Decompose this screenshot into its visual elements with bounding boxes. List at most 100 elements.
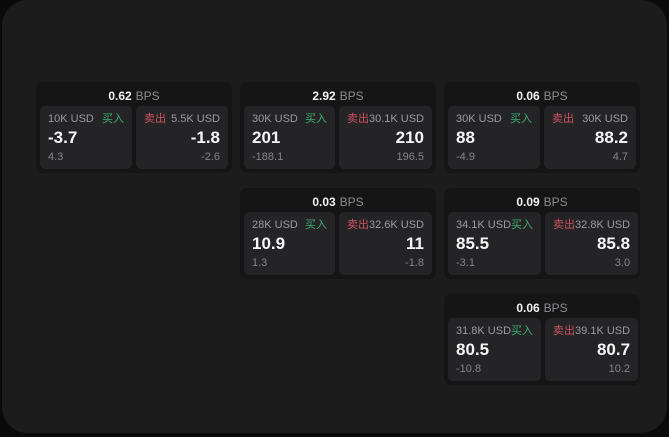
sell-price: 210 <box>395 128 424 147</box>
sell-tile[interactable]: 卖出 32.8K USD 85.8 3.0 <box>545 212 639 275</box>
buy-tile[interactable]: 10K USD 买入 -3.7 4.3 <box>40 106 132 169</box>
buy-tile-header: 10K USD 买入 <box>48 113 124 126</box>
sell-side-label: 卖出 <box>144 113 166 125</box>
buy-tile-header: 31.8K USD 买入 <box>456 325 533 338</box>
spread-unit: BPS <box>135 89 160 103</box>
sell-tile[interactable]: 卖出 30K USD 88.2 4.7 <box>544 106 636 169</box>
sell-delta: 3.0 <box>614 257 631 269</box>
buy-price: 85.5 <box>456 234 490 253</box>
spread-unit: BPS <box>543 195 568 209</box>
quote-body: 31.8K USD 买入 80.5 -10.8 卖出 39.1K USD 80.… <box>448 318 639 381</box>
quotes-grid: 0.62 BPS 10K USD 买入 -3.7 4.3 卖出 5.5K USD <box>36 82 640 385</box>
sell-size: 30.1K USD <box>368 113 424 125</box>
sell-side-label: 卖出 <box>552 113 574 125</box>
quote-body: 30K USD 买入 201 -188.1 卖出 30.1K USD 210 1… <box>244 106 432 169</box>
sell-tile[interactable]: 卖出 39.1K USD 80.7 10.2 <box>545 318 639 381</box>
buy-tile[interactable]: 30K USD 买入 88 -4.9 <box>448 106 540 169</box>
sell-delta: 4.7 <box>612 151 628 163</box>
sell-side-label: 卖出 <box>346 219 369 231</box>
quote-body: 10K USD 买入 -3.7 4.3 卖出 5.5K USD -1.8 -2.… <box>40 106 228 169</box>
sell-delta: 10.2 <box>608 363 631 375</box>
buy-price: 10.9 <box>252 234 286 253</box>
sell-side-label: 卖出 <box>553 219 576 231</box>
sell-price: -1.8 <box>190 128 220 147</box>
buy-delta: 1.3 <box>252 257 268 269</box>
quote-body: 34.1K USD 买入 85.5 -3.1 卖出 32.8K USD 85.8… <box>448 212 639 275</box>
sell-tile[interactable]: 卖出 30.1K USD 210 196.5 <box>338 106 432 169</box>
spread-header: 0.62 BPS <box>40 86 228 106</box>
sell-size: 39.1K USD <box>575 325 631 337</box>
buy-size: 30K USD <box>252 113 298 125</box>
buy-side-label: 买入 <box>304 113 327 125</box>
buy-size: 28K USD <box>252 219 298 231</box>
sell-price: 85.8 <box>596 234 631 253</box>
quote-card: 0.06 BPS 31.8K USD 买入 80.5 -10.8 卖出 39.1K… <box>444 294 640 385</box>
spread-header: 0.03 BPS <box>244 192 432 212</box>
sell-tile[interactable]: 卖出 5.5K USD -1.8 -2.6 <box>136 106 228 169</box>
sell-tile-header: 卖出 39.1K USD <box>553 325 630 338</box>
quote-card: 0.62 BPS 10K USD 买入 -3.7 4.3 卖出 5.5K USD <box>36 82 232 173</box>
sell-side-label: 卖出 <box>346 113 369 125</box>
buy-tile-header: 30K USD 买入 <box>456 113 532 126</box>
buy-side-label: 买入 <box>511 219 534 231</box>
buy-side-label: 买入 <box>304 219 327 231</box>
sell-side-label: 卖出 <box>553 325 576 337</box>
buy-side-label: 买入 <box>510 113 532 125</box>
sell-tile-header: 卖出 30.1K USD <box>347 113 424 126</box>
sell-size: 32.8K USD <box>575 219 631 231</box>
buy-size: 30K USD <box>456 113 502 125</box>
buy-price: -3.7 <box>48 128 78 147</box>
buy-price: 80.5 <box>456 340 490 359</box>
buy-size: 34.1K USD <box>456 219 512 231</box>
buy-tile[interactable]: 31.8K USD 买入 80.5 -10.8 <box>448 318 542 381</box>
sell-delta: -2.6 <box>201 151 220 163</box>
quote-body: 30K USD 买入 88 -4.9 卖出 30K USD 88.2 4.7 <box>448 106 636 169</box>
spread-header: 2.92 BPS <box>244 86 432 106</box>
buy-delta: 4.3 <box>48 151 64 163</box>
buy-delta: -188.1 <box>252 151 284 163</box>
spread-header: 0.06 BPS <box>448 86 636 106</box>
quote-card: 0.03 BPS 28K USD 买入 10.9 1.3 卖出 32.6K USD <box>240 188 436 279</box>
sell-size: 30K USD <box>582 113 628 125</box>
buy-tile[interactable]: 34.1K USD 买入 85.5 -3.1 <box>448 212 542 275</box>
buy-delta: -3.1 <box>456 257 475 269</box>
sell-tile-header: 卖出 32.8K USD <box>553 219 630 232</box>
quote-card: 2.92 BPS 30K USD 买入 201 -188.1 卖出 30.1K U… <box>240 82 436 173</box>
sell-tile-header: 卖出 32.6K USD <box>347 219 424 232</box>
spread-header: 0.09 BPS <box>448 192 636 212</box>
sell-price: 11 <box>406 234 424 253</box>
spread-header: 0.06 BPS <box>448 298 636 318</box>
sell-tile[interactable]: 卖出 32.6K USD 11 -1.8 <box>338 212 432 275</box>
buy-tile-header: 34.1K USD 买入 <box>456 219 533 232</box>
spread-unit: BPS <box>543 89 568 103</box>
buy-tile-header: 28K USD 买入 <box>252 219 327 232</box>
spread-unit: BPS <box>339 89 364 103</box>
buy-size: 31.8K USD <box>456 325 512 337</box>
spread-value: 0.06 <box>516 89 540 103</box>
spread-value: 2.92 <box>312 89 336 103</box>
buy-side-label: 买入 <box>511 325 534 337</box>
sell-price: 88.2 <box>594 128 628 147</box>
spread-value: 0.62 <box>108 89 132 103</box>
spread-unit: BPS <box>339 195 364 209</box>
buy-tile[interactable]: 30K USD 买入 201 -188.1 <box>244 106 335 169</box>
buy-price: 88 <box>456 128 475 147</box>
buy-size: 10K USD <box>48 113 94 125</box>
buy-delta: -10.8 <box>456 363 482 375</box>
sell-tile-header: 卖出 30K USD <box>552 113 628 126</box>
buy-delta: -4.9 <box>456 151 475 163</box>
sell-delta: -1.8 <box>405 257 424 269</box>
buy-price: 201 <box>252 128 281 147</box>
quote-card: 0.09 BPS 34.1K USD 买入 85.5 -3.1 卖出 32.8K … <box>444 188 640 279</box>
buy-tile[interactable]: 28K USD 买入 10.9 1.3 <box>244 212 335 275</box>
sell-price: 80.7 <box>596 340 631 359</box>
spread-value: 0.09 <box>516 195 540 209</box>
quote-card: 0.06 BPS 30K USD 买入 88 -4.9 卖出 30K USD <box>444 82 640 173</box>
spread-value: 0.06 <box>516 301 540 315</box>
spread-unit: BPS <box>543 301 568 315</box>
buy-side-label: 买入 <box>102 113 124 125</box>
spread-value: 0.03 <box>312 195 336 209</box>
sell-size: 32.6K USD <box>368 219 424 231</box>
sell-delta: 196.5 <box>396 151 424 163</box>
